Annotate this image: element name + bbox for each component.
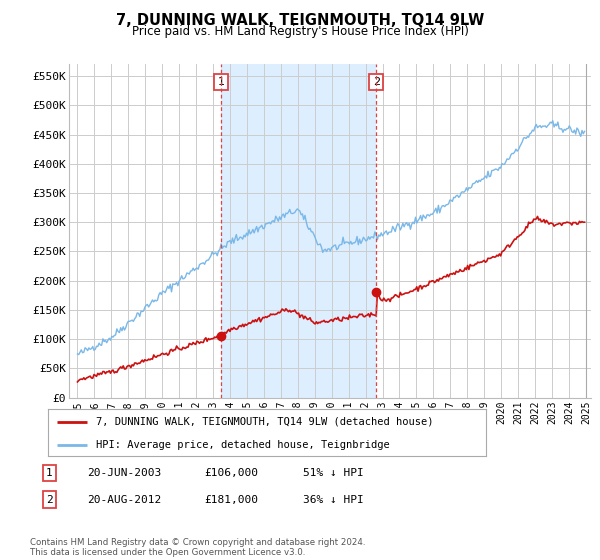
Text: 1: 1 — [218, 77, 224, 87]
Text: 20-AUG-2012: 20-AUG-2012 — [87, 494, 161, 505]
Text: £181,000: £181,000 — [204, 494, 258, 505]
Text: HPI: Average price, detached house, Teignbridge: HPI: Average price, detached house, Teig… — [96, 441, 390, 450]
Text: £106,000: £106,000 — [204, 468, 258, 478]
Text: 20-JUN-2003: 20-JUN-2003 — [87, 468, 161, 478]
Text: 7, DUNNING WALK, TEIGNMOUTH, TQ14 9LW (detached house): 7, DUNNING WALK, TEIGNMOUTH, TQ14 9LW (d… — [96, 417, 434, 427]
Text: 51% ↓ HPI: 51% ↓ HPI — [303, 468, 364, 478]
Bar — [221, 64, 376, 398]
Text: 2: 2 — [373, 77, 380, 87]
Text: 7, DUNNING WALK, TEIGNMOUTH, TQ14 9LW: 7, DUNNING WALK, TEIGNMOUTH, TQ14 9LW — [116, 13, 484, 28]
Text: 2: 2 — [46, 494, 53, 505]
Text: 1: 1 — [46, 468, 53, 478]
Text: Price paid vs. HM Land Registry's House Price Index (HPI): Price paid vs. HM Land Registry's House … — [131, 25, 469, 38]
Text: Contains HM Land Registry data © Crown copyright and database right 2024.
This d: Contains HM Land Registry data © Crown c… — [30, 538, 365, 557]
Text: 36% ↓ HPI: 36% ↓ HPI — [303, 494, 364, 505]
